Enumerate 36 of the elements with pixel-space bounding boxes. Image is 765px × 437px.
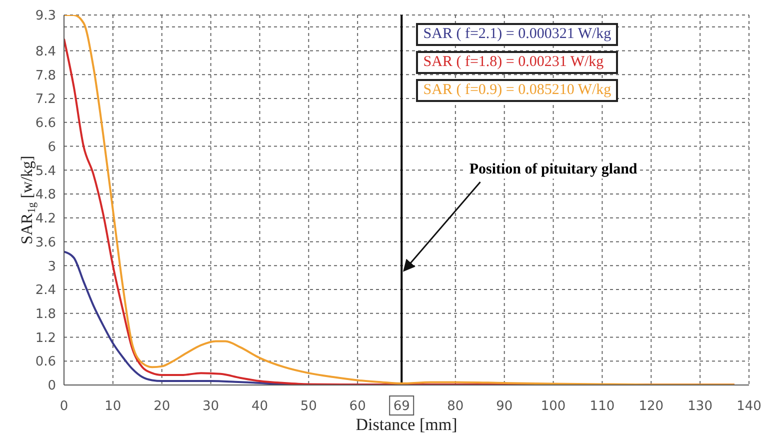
y-tick-label: 6 bbox=[48, 140, 56, 155]
text: SAR ( f=1.8) = 0.00231 W/kg bbox=[416, 50, 618, 74]
y-tick-label: 9.3 bbox=[35, 8, 56, 24]
text: SAR ( f=0.9) = 0.085210 W/kg bbox=[416, 78, 618, 102]
y-tick-label: 3.6 bbox=[35, 235, 56, 250]
y-tick-label: 0.6 bbox=[35, 354, 56, 370]
y-tick-label: 4.8 bbox=[35, 188, 56, 203]
y-tick-label: 1.8 bbox=[35, 307, 56, 322]
y-tick-label: 3 bbox=[48, 259, 56, 274]
x-tick-label: 80 bbox=[447, 399, 464, 414]
x-tick-label: 140 bbox=[736, 399, 762, 414]
y-tick-label: 4.2 bbox=[35, 212, 56, 227]
x-tick-label: 100 bbox=[540, 399, 566, 414]
x-tick-label: 10 bbox=[104, 399, 122, 414]
x-axis-title: Distance [mm] bbox=[356, 415, 458, 434]
y-tick-label: 5.4 bbox=[35, 164, 56, 179]
text: SAR ( f=2.1) = 0.000321 W/kg bbox=[416, 22, 618, 46]
x-tick-label: 130 bbox=[688, 399, 712, 414]
x-tick-label: 90 bbox=[496, 399, 513, 414]
x-tick-label: 120 bbox=[638, 399, 664, 414]
x-tick-label: 0 bbox=[60, 399, 68, 414]
y-tick-label: 8.4 bbox=[35, 44, 56, 60]
x-tick-label: 40 bbox=[251, 399, 268, 414]
x-tick-label: 20 bbox=[154, 399, 170, 414]
y-tick-label: 1.2 bbox=[35, 330, 56, 346]
y-tick-label: 2.4 bbox=[35, 283, 56, 298]
y-tick-label: 0 bbox=[48, 378, 56, 394]
y-tick-label: 7.8 bbox=[35, 68, 56, 84]
x-tick-label: 30 bbox=[202, 399, 220, 414]
x-tick-label: 110 bbox=[590, 399, 615, 414]
y-tick-label: 6.6 bbox=[35, 116, 56, 132]
x-tick-label: 60 bbox=[349, 399, 366, 414]
x-tick-label: 69 bbox=[393, 399, 410, 414]
annotation: Position of pituitary gland bbox=[466, 162, 640, 179]
x-tick-label: 50 bbox=[300, 399, 317, 414]
y-tick-label: 7.2 bbox=[35, 92, 56, 108]
